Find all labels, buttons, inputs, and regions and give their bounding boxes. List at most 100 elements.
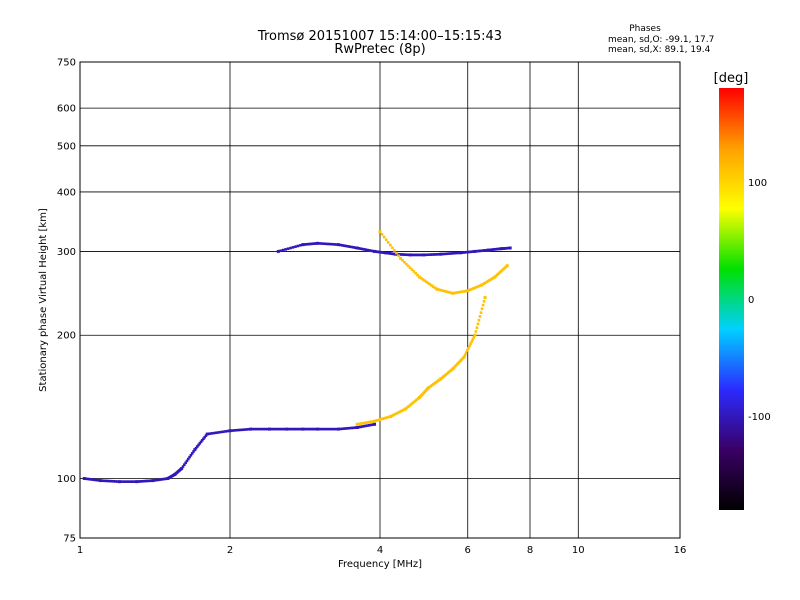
data-point bbox=[149, 479, 153, 483]
y-axis-label: Stationary phase Virtual Height [km] bbox=[38, 208, 49, 392]
data-point bbox=[435, 287, 439, 291]
data-point bbox=[119, 480, 123, 483]
data-point bbox=[415, 398, 418, 402]
data-point bbox=[467, 288, 471, 292]
data-point bbox=[464, 250, 468, 254]
data-point bbox=[130, 480, 133, 483]
data-point bbox=[389, 243, 392, 247]
data-point bbox=[94, 478, 98, 482]
data-point bbox=[145, 479, 148, 483]
data-point bbox=[415, 253, 419, 257]
data-point bbox=[469, 250, 472, 254]
data-point bbox=[364, 248, 368, 252]
data-point bbox=[480, 249, 483, 253]
data-point bbox=[470, 287, 474, 291]
data-points bbox=[82, 230, 512, 484]
data-point bbox=[112, 480, 116, 483]
data-point bbox=[326, 242, 330, 246]
data-point bbox=[316, 241, 320, 245]
data-point bbox=[307, 242, 311, 246]
data-point bbox=[104, 479, 108, 483]
data-point bbox=[414, 272, 417, 275]
data-point bbox=[369, 423, 373, 427]
data-point bbox=[180, 466, 184, 470]
data-point bbox=[296, 427, 300, 431]
data-point bbox=[204, 434, 208, 437]
data-point bbox=[376, 418, 380, 422]
data-point bbox=[384, 238, 388, 242]
data-point bbox=[400, 253, 403, 256]
colorbar-tick-label: 100 bbox=[748, 178, 767, 189]
data-point bbox=[155, 478, 159, 482]
data-point bbox=[332, 427, 336, 431]
data-point bbox=[324, 242, 328, 246]
data-point bbox=[403, 253, 406, 256]
chart-title: Tromsø 20151007 15:14:00–15:15:43 bbox=[257, 29, 502, 44]
data-point bbox=[219, 430, 223, 434]
data-point bbox=[505, 264, 509, 268]
data-point bbox=[474, 286, 478, 289]
data-point bbox=[404, 262, 408, 266]
data-point bbox=[460, 290, 464, 294]
data-point bbox=[445, 252, 449, 256]
data-point bbox=[313, 242, 317, 245]
data-point bbox=[458, 290, 462, 294]
data-point bbox=[463, 353, 467, 357]
data-point bbox=[273, 427, 276, 431]
data-point bbox=[436, 253, 439, 256]
data-point bbox=[408, 266, 412, 270]
data-point bbox=[437, 252, 441, 256]
data-point bbox=[346, 245, 350, 248]
data-point bbox=[401, 409, 404, 412]
data-point bbox=[116, 480, 119, 483]
data-point bbox=[305, 242, 309, 246]
data-point bbox=[137, 480, 140, 483]
data-point bbox=[183, 463, 186, 466]
data-point bbox=[336, 427, 340, 431]
data-point bbox=[427, 253, 431, 256]
data-point bbox=[359, 247, 362, 250]
data-point bbox=[289, 246, 292, 250]
data-point bbox=[362, 248, 366, 251]
data-point bbox=[276, 249, 280, 253]
data-point bbox=[354, 426, 357, 429]
data-point bbox=[158, 478, 162, 481]
data-point bbox=[212, 431, 216, 435]
data-point bbox=[418, 253, 422, 257]
data-point bbox=[449, 252, 452, 255]
data-point bbox=[455, 251, 458, 255]
data-point bbox=[86, 477, 89, 481]
data-point bbox=[110, 479, 114, 483]
data-point bbox=[305, 427, 309, 431]
data-point bbox=[264, 427, 267, 431]
data-point bbox=[293, 427, 297, 431]
data-point bbox=[393, 412, 397, 416]
data-point bbox=[428, 282, 432, 286]
data-point bbox=[429, 253, 433, 256]
data-point bbox=[340, 427, 344, 431]
data-point bbox=[114, 480, 117, 483]
data-point bbox=[241, 428, 244, 432]
data-point bbox=[368, 420, 371, 424]
data-point bbox=[350, 245, 353, 249]
data-point bbox=[406, 253, 409, 257]
data-point bbox=[275, 427, 278, 431]
data-point bbox=[366, 248, 369, 252]
data-point bbox=[316, 427, 320, 431]
data-point bbox=[424, 253, 427, 257]
data-point bbox=[266, 427, 269, 431]
data-point bbox=[126, 480, 130, 483]
x-tick-label: 8 bbox=[527, 545, 533, 556]
data-point bbox=[322, 427, 326, 431]
data-point bbox=[308, 242, 312, 246]
data-point bbox=[379, 417, 383, 421]
data-point bbox=[352, 246, 355, 249]
y-tick-label: 750 bbox=[57, 58, 76, 69]
data-point bbox=[395, 251, 398, 255]
data-point bbox=[232, 429, 236, 432]
data-point bbox=[202, 437, 205, 441]
data-point bbox=[476, 249, 479, 253]
data-point bbox=[125, 480, 128, 483]
data-point bbox=[414, 253, 418, 257]
